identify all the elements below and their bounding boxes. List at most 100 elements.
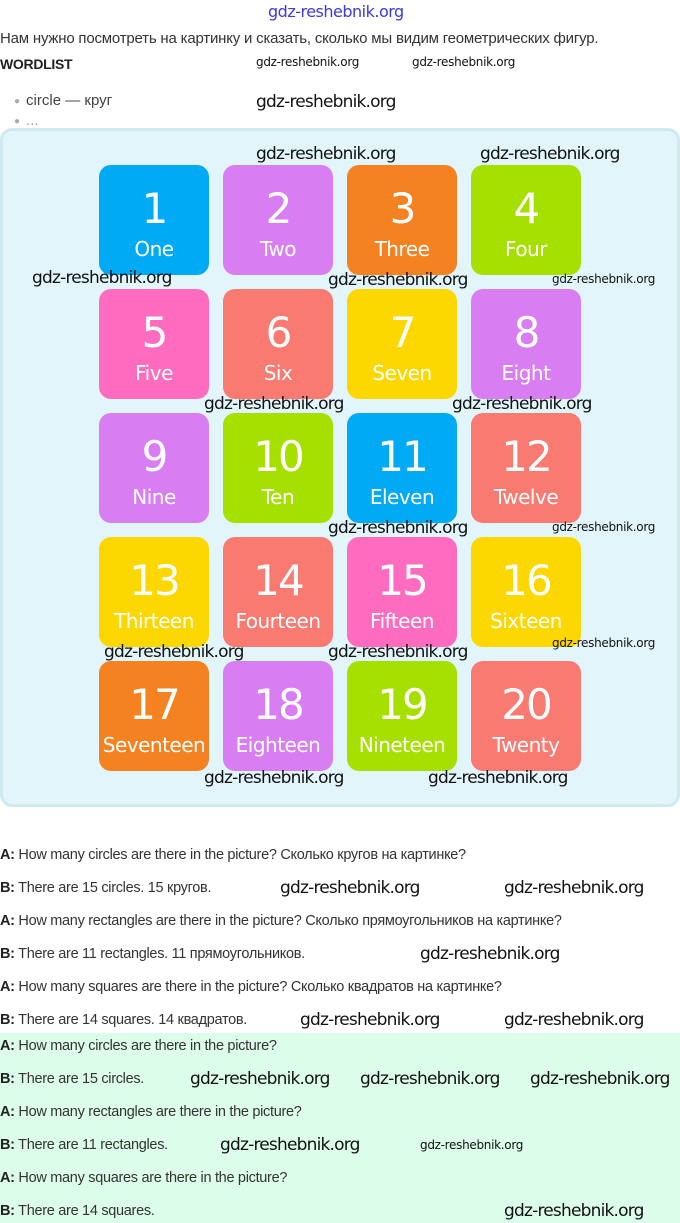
tile-word: Ten: [261, 485, 295, 509]
tile-word: Fifteen: [370, 609, 434, 633]
watermark: gdz-reshebnik.org: [256, 144, 396, 164]
tile-word: Seven: [372, 361, 432, 385]
number-tile: 11 Eleven: [347, 413, 457, 523]
speaker-label: A:: [0, 979, 15, 995]
watermark: gdz-reshebnik.org: [300, 1010, 440, 1030]
dialogue-text: How many rectangles are there in the pic…: [14, 913, 562, 929]
watermark: gdz-reshebnik.org: [256, 92, 396, 112]
watermark: gdz-reshebnik.org: [256, 55, 360, 69]
number-tile: 7 Seven: [347, 289, 457, 399]
watermark: gdz-reshebnik.org: [104, 642, 244, 662]
number-tile: 5 Five: [99, 289, 209, 399]
watermark: gdz-reshebnik.org: [480, 144, 620, 164]
watermark: gdz-reshebnik.org: [328, 518, 468, 538]
speaker-label: B:: [0, 1137, 15, 1153]
watermark: gdz-reshebnik.org: [220, 1135, 360, 1155]
speaker-label: B:: [0, 1071, 15, 1087]
tile-number: 2: [265, 184, 293, 233]
answers-highlight: [0, 1033, 680, 1223]
watermark: gdz-reshebnik.org: [204, 394, 344, 414]
tile-word: One: [134, 237, 174, 261]
tile-word: Eleven: [369, 485, 435, 509]
dialogue-line: A: How many rectangles are there in the …: [0, 1103, 302, 1121]
speaker-label: A:: [0, 1170, 15, 1186]
wordlist-item-text: ...: [26, 112, 39, 129]
watermark: gdz-reshebnik.org: [204, 768, 344, 788]
dialogue-line: A: How many rectangles are there in the …: [0, 912, 562, 930]
tile-number: 15: [377, 556, 428, 605]
speaker-label: A:: [0, 1038, 15, 1054]
watermark: gdz-reshebnik.org: [504, 878, 644, 898]
tile-number: 6: [265, 308, 293, 357]
speaker-label: A:: [0, 847, 15, 863]
intro-text: Нам нужно посмотреть на картинку и сказа…: [0, 30, 599, 47]
dialogue-line: A: How many circles are there in the pic…: [0, 1037, 277, 1055]
number-tile: 17 Seventeen: [99, 661, 209, 771]
watermark: gdz-reshebnik.org: [328, 270, 468, 290]
tile-number: 13: [129, 556, 180, 605]
tile-number: 8: [513, 308, 541, 357]
number-tile: 1 One: [99, 165, 209, 275]
watermark: gdz-reshebnik.org: [504, 1010, 644, 1030]
tile-number: 14: [253, 556, 304, 605]
watermark: gdz-reshebnik.org: [552, 520, 656, 534]
dialogue-text: How many circles are there in the pictur…: [14, 1038, 277, 1054]
dialogue-line: B: There are 15 circles.: [0, 1070, 144, 1088]
tile-number: 18: [253, 680, 304, 729]
tile-word: Twenty: [492, 733, 560, 757]
dialogue-text: There are 11 rectangles. 11 прямоугольни…: [14, 946, 305, 962]
wordlist-heading: WORDLIST: [0, 56, 73, 72]
bullet-icon: ●: [14, 95, 21, 107]
dialogue-text: How many rectangles are there in the pic…: [14, 1104, 302, 1120]
tile-number: 17: [129, 680, 180, 729]
tile-word: Seventeen: [102, 733, 206, 757]
bullet-icon: ●: [14, 115, 21, 127]
number-tile: 4 Four: [471, 165, 581, 275]
dialogue-line: B: There are 14 squares.: [0, 1202, 155, 1220]
watermark: gdz-reshebnik.org: [420, 944, 560, 964]
speaker-label: B:: [0, 880, 15, 896]
speaker-label: B:: [0, 946, 15, 962]
dialogue-text: How many circles are there in the pictur…: [14, 847, 466, 863]
dialogue-text: There are 15 circles. 15 кругов.: [14, 880, 212, 896]
number-tile: 3 Three: [347, 165, 457, 275]
dialogue-line: B: There are 11 rectangles. 11 прямоугол…: [0, 945, 305, 963]
tile-number: 1: [141, 184, 169, 233]
number-tile: 9 Nine: [99, 413, 209, 523]
number-tile: 10 Ten: [223, 413, 333, 523]
tile-number: 12: [501, 432, 552, 481]
tile-word: Thirteen: [114, 609, 194, 633]
number-tile: 14 Fourteen: [223, 537, 333, 647]
tile-number: 10: [253, 432, 304, 481]
tile-word: Five: [135, 361, 173, 385]
watermark: gdz-reshebnik.org: [280, 878, 420, 898]
watermark: gdz-reshebnik.org: [552, 636, 656, 650]
tile-number: 5: [141, 308, 169, 357]
tile-word: Six: [263, 361, 293, 385]
number-tile: 8 Eight: [471, 289, 581, 399]
dialogue-text: There are 14 squares.: [14, 1203, 155, 1219]
wordlist-item: ● circle — круг: [14, 92, 112, 109]
watermark: gdz-reshebnik.org: [504, 1201, 644, 1221]
dialogue-text: How many squares are there in the pictur…: [14, 1170, 288, 1186]
watermark: gdz-reshebnik.org: [360, 1069, 500, 1089]
number-tile: 13 Thirteen: [99, 537, 209, 647]
dialogue-text: There are 15 circles.: [14, 1071, 145, 1087]
dialogue-line: B: There are 14 squares. 14 квадратов.: [0, 1011, 247, 1029]
speaker-label: B:: [0, 1012, 15, 1028]
number-tile: 12 Twelve: [471, 413, 581, 523]
tile-word: Eight: [501, 361, 551, 385]
wordlist-item-text: circle — круг: [26, 92, 113, 109]
number-tile: 6 Six: [223, 289, 333, 399]
tile-number: 16: [501, 556, 552, 605]
numbers-card: 1 One 2 Two 3 Three 4 Four 5 Five 6 Six 7 Seven 8 Eight…: [0, 128, 680, 807]
dialogue-line: A: How many squares are there in the pic…: [0, 1169, 287, 1187]
tile-word: Four: [505, 237, 547, 261]
number-tile: 18 Eighteen: [223, 661, 333, 771]
watermark: gdz-reshebnik.org: [428, 768, 568, 788]
tile-number: 3: [389, 184, 417, 233]
tile-number: 19: [377, 680, 428, 729]
watermark: gdz-reshebnik.org: [412, 55, 516, 69]
tile-number: 11: [377, 432, 428, 481]
number-tile: 19 Nineteen: [347, 661, 457, 771]
